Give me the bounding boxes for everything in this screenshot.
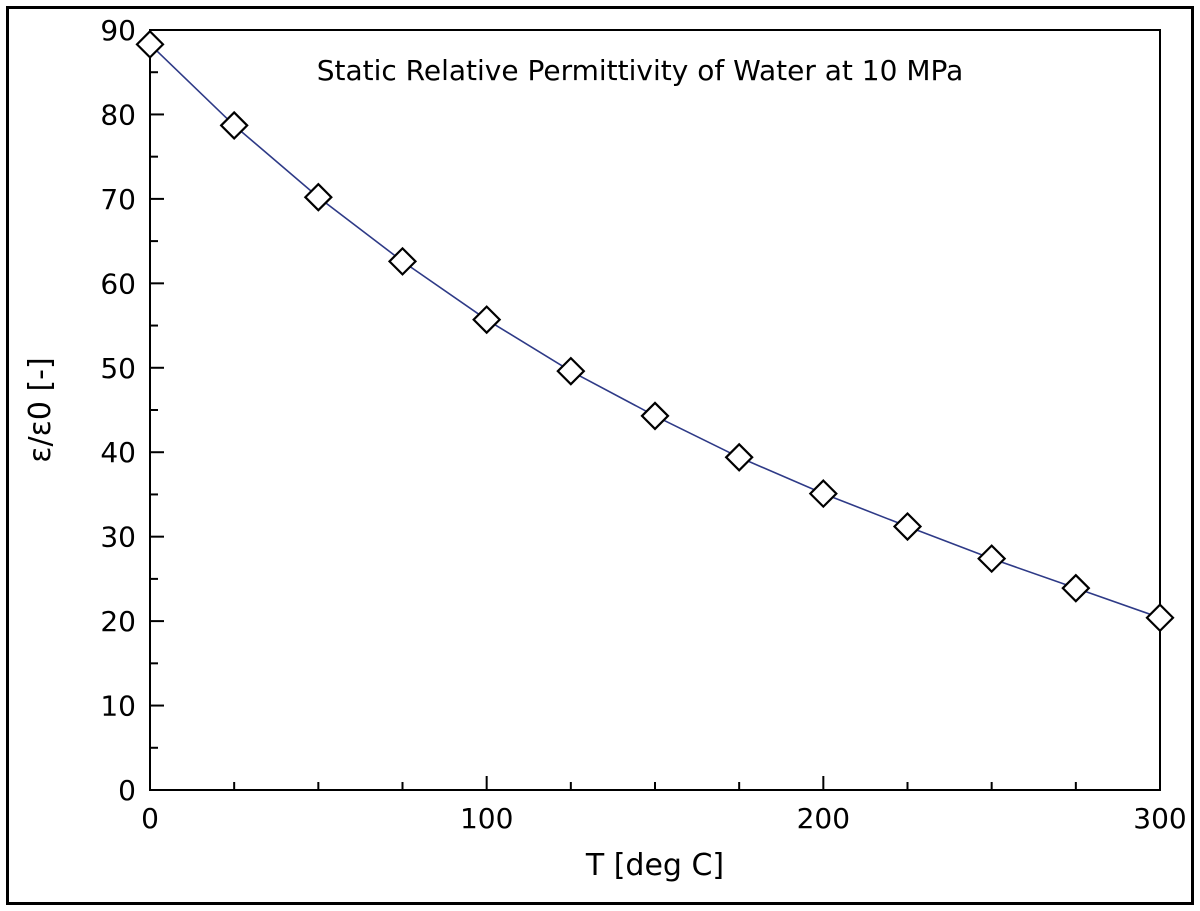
y-tick-label: 10: [100, 690, 136, 723]
y-tick-label: 20: [100, 605, 136, 638]
chart-title: Static Relative Permittivity of Water at…: [317, 54, 964, 87]
y-tick-label: 60: [100, 267, 136, 300]
x-axis-label: T [deg C]: [585, 848, 724, 883]
y-tick-label: 90: [100, 14, 136, 47]
y-tick-label: 40: [100, 436, 136, 469]
y-tick-label: 80: [100, 98, 136, 131]
y-axis-label: ε/ε0 [-]: [23, 357, 58, 462]
y-tick-label: 50: [100, 352, 136, 385]
x-tick-label: 0: [141, 802, 159, 835]
x-tick-label: 100: [460, 802, 513, 835]
x-tick-label: 200: [797, 802, 850, 835]
permittivity-chart: 0 100 200 300 0 10 20 30 40 50 60 70 80 90 Static Re…: [0, 0, 1200, 911]
y-tick-label: 30: [100, 521, 136, 554]
y-tick-label: 70: [100, 183, 136, 216]
y-tick-label: 0: [118, 774, 136, 807]
x-tick-label: 300: [1133, 802, 1186, 835]
